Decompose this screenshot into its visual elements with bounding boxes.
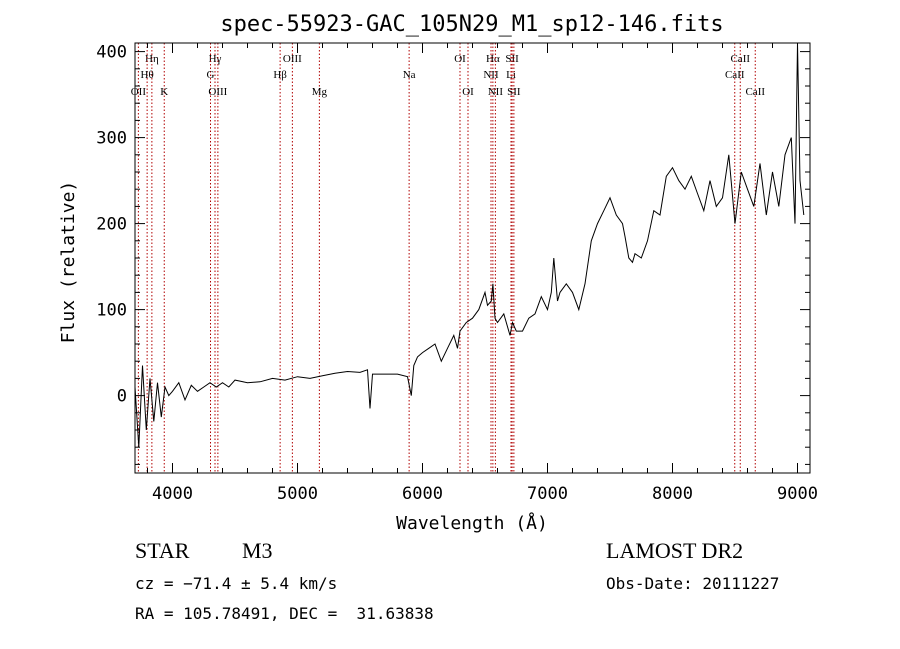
line-label: OI	[454, 53, 466, 65]
y-axis: 0 100 200 300 400	[96, 43, 810, 465]
line-label: OIII	[208, 86, 227, 98]
x-tick-label: 9000	[777, 484, 818, 504]
line-label: OII	[131, 86, 147, 98]
line-label: CaII	[745, 86, 765, 98]
line-label: SII	[507, 86, 521, 98]
y-tick-label: 0	[117, 387, 127, 407]
line-label: Hη	[145, 53, 159, 65]
line-label: G	[207, 69, 215, 81]
x-tick-label: 5000	[277, 484, 318, 504]
line-label: Li	[506, 69, 516, 81]
line-label: Mg	[312, 86, 328, 98]
line-label: Hθ	[141, 69, 154, 81]
x-axis: 4000 5000 6000 7000 8000 9000	[147, 43, 818, 504]
y-tick-label: 300	[96, 129, 127, 149]
y-tick-label: 100	[96, 301, 127, 321]
coordinates: RA = 105.78491, DEC = 31.63838	[135, 604, 434, 623]
line-label: NII	[483, 69, 499, 81]
plot-frame	[134, 42, 811, 474]
line-label: Hβ	[273, 69, 287, 81]
y-axis-label: Flux (relative)	[58, 181, 79, 344]
redshift-velocity: cz = −71.4 ± 5.4 km/s	[135, 574, 338, 593]
line-label: CaII	[730, 53, 750, 65]
x-tick-label: 6000	[402, 484, 443, 504]
spectrum-line	[134, 42, 805, 448]
line-label: K	[160, 86, 168, 98]
survey-name: LAMOST DR2	[606, 538, 744, 563]
object-class: STAR	[135, 538, 190, 563]
line-label: Hα	[486, 53, 500, 65]
x-axis-label: Wavelength (Å)	[396, 512, 548, 534]
line-label: SII	[505, 53, 519, 65]
line-label: OIII	[283, 53, 302, 65]
chart-title: spec-55923-GAC_105N29_M1_sp12-146.fits	[220, 12, 723, 37]
x-tick-label: 7000	[527, 484, 568, 504]
observation-date: Obs-Date: 20111227	[606, 574, 780, 593]
y-tick-label: 400	[96, 43, 127, 63]
line-label: Na	[403, 69, 416, 81]
object-subclass: M3	[242, 538, 273, 563]
line-label: CaII	[725, 69, 745, 81]
line-label: OI	[462, 86, 474, 98]
y-tick-label: 200	[96, 215, 127, 235]
line-label: NII	[488, 86, 504, 98]
x-tick-label: 4000	[152, 484, 193, 504]
x-tick-label: 8000	[652, 484, 693, 504]
